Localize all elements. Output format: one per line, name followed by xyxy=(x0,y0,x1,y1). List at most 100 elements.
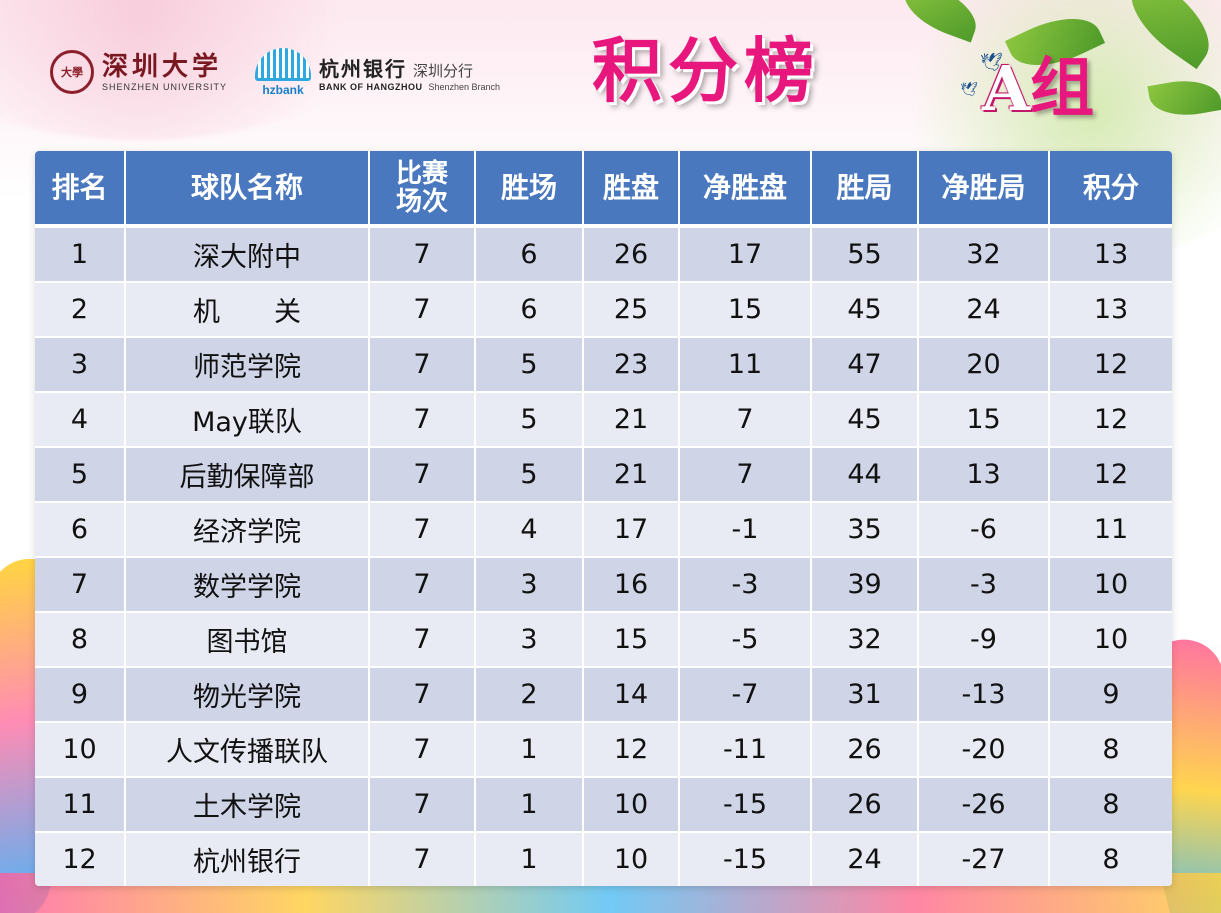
table-header-row: 排名 球队名称 比赛场次 胜场 胜盘 净胜盘 胜局 净胜局 积分 xyxy=(35,151,1172,228)
table-row: 2 机 关 7 6 25 15 45 24 13 xyxy=(35,282,1172,338)
table-row: 10 人文传播联队 7 1 12 -11 26 -20 8 xyxy=(35,722,1172,778)
sets-won-cell: 23 xyxy=(583,337,680,393)
group-suffix: 组 xyxy=(1030,52,1095,126)
games-won-cell: 45 xyxy=(811,392,919,448)
net-games-cell: 15 xyxy=(918,392,1050,448)
matches-cell: 7 xyxy=(369,337,476,393)
page-title: 积分榜 xyxy=(592,30,820,112)
points-cell: 11 xyxy=(1049,502,1172,558)
university-name-cn: 深圳大学 xyxy=(102,52,223,82)
net-games-cell: -9 xyxy=(918,612,1050,668)
table-row: 11 土木学院 7 1 10 -15 26 -26 8 xyxy=(35,777,1172,833)
net-sets-cell: -5 xyxy=(679,612,812,668)
team-name-cell: 机 关 xyxy=(125,282,370,338)
points-cell: 10 xyxy=(1049,612,1172,668)
table-row: 7 数学学院 7 3 16 -3 39 -3 10 xyxy=(35,557,1172,613)
bank-of-hangzhou-logo: hzbank 杭州银行 深圳分行 BANK OF HANGZHOU Shenzh… xyxy=(255,48,500,97)
matches-cell: 7 xyxy=(369,392,476,448)
net-sets-cell: 15 xyxy=(679,282,812,338)
net-games-cell: 13 xyxy=(918,447,1050,503)
points-cell: 8 xyxy=(1049,777,1172,833)
wins-cell: 6 xyxy=(475,282,584,338)
team-name-cell: 杭州银行 xyxy=(125,832,370,886)
sets-won-cell: 21 xyxy=(583,447,680,503)
matches-cell: 7 xyxy=(369,612,476,668)
net-sets-cell: -7 xyxy=(679,667,812,723)
table-row: 12 杭州银行 7 1 10 -15 24 -27 8 xyxy=(35,832,1172,886)
table-row: 4 May联队 7 5 21 7 45 15 12 xyxy=(35,392,1172,448)
table-row: 1 深大附中 7 6 26 17 55 32 13 xyxy=(35,226,1172,283)
net-sets-cell: -3 xyxy=(679,557,812,613)
wins-cell: 4 xyxy=(475,502,584,558)
wins-cell: 2 xyxy=(475,667,584,723)
bank-name-en: BANK OF HANGZHOU xyxy=(319,82,423,92)
rank-cell: 11 xyxy=(35,777,126,833)
matches-cell: 7 xyxy=(369,667,476,723)
net-sets-cell: 7 xyxy=(679,447,812,503)
table-row: 6 经济学院 7 4 17 -1 35 -6 11 xyxy=(35,502,1172,558)
net-games-cell: -27 xyxy=(918,832,1050,886)
net-games-cell: -6 xyxy=(918,502,1050,558)
net-sets-cell: 7 xyxy=(679,392,812,448)
group-letter: A xyxy=(982,52,1031,125)
column-header-team: 球队名称 xyxy=(125,151,370,228)
matches-cell: 7 xyxy=(369,226,476,283)
points-cell: 8 xyxy=(1049,722,1172,778)
table-row: 5 后勤保障部 7 5 21 7 44 13 12 xyxy=(35,447,1172,503)
net-sets-cell: -15 xyxy=(679,832,812,886)
games-won-cell: 45 xyxy=(811,282,919,338)
games-won-cell: 44 xyxy=(811,447,919,503)
rank-cell: 4 xyxy=(35,392,126,448)
sets-won-cell: 10 xyxy=(583,832,680,886)
sets-won-cell: 17 xyxy=(583,502,680,558)
net-sets-cell: -11 xyxy=(679,722,812,778)
matches-cell: 7 xyxy=(369,722,476,778)
games-won-cell: 35 xyxy=(811,502,919,558)
sets-won-cell: 25 xyxy=(583,282,680,338)
rank-cell: 3 xyxy=(35,337,126,393)
points-cell: 13 xyxy=(1049,282,1172,338)
sets-won-cell: 21 xyxy=(583,392,680,448)
matches-cell: 7 xyxy=(369,502,476,558)
net-games-cell: -26 xyxy=(918,777,1050,833)
net-sets-cell: 11 xyxy=(679,337,812,393)
team-name-cell: 土木学院 xyxy=(125,777,370,833)
bank-branch-en: Shenzhen Branch xyxy=(428,82,501,92)
wins-cell: 5 xyxy=(475,447,584,503)
games-won-cell: 31 xyxy=(811,667,919,723)
bird-icon: 🕊 xyxy=(960,82,978,98)
team-name-cell: 后勤保障部 xyxy=(125,447,370,503)
standings-table-container: 排名 球队名称 比赛场次 胜场 胜盘 净胜盘 胜局 净胜局 积分 1 深大附中 … xyxy=(35,151,1172,886)
net-games-cell: -13 xyxy=(918,667,1050,723)
net-games-cell: -20 xyxy=(918,722,1050,778)
rank-cell: 9 xyxy=(35,667,126,723)
column-header-sets-won: 胜盘 xyxy=(583,151,680,228)
rank-cell: 7 xyxy=(35,557,126,613)
team-name-cell: 数学学院 xyxy=(125,557,370,613)
games-won-cell: 32 xyxy=(811,612,919,668)
team-name-cell: 师范学院 xyxy=(125,337,370,393)
rank-cell: 5 xyxy=(35,447,126,503)
games-won-cell: 39 xyxy=(811,557,919,613)
column-header-wins: 胜场 xyxy=(475,151,584,228)
sets-won-cell: 14 xyxy=(583,667,680,723)
points-cell: 12 xyxy=(1049,337,1172,393)
net-sets-cell: 17 xyxy=(679,226,812,283)
points-cell: 10 xyxy=(1049,557,1172,613)
team-name-cell: 物光学院 xyxy=(125,667,370,723)
hzbank-logo-icon xyxy=(255,48,311,81)
column-header-points: 积分 xyxy=(1049,151,1172,228)
wins-cell: 5 xyxy=(475,392,584,448)
points-cell: 12 xyxy=(1049,392,1172,448)
games-won-cell: 55 xyxy=(811,226,919,283)
matches-cell: 7 xyxy=(369,832,476,886)
column-header-net-games: 净胜局 xyxy=(918,151,1050,228)
sets-won-cell: 16 xyxy=(583,557,680,613)
bank-name-cn: 杭州银行 xyxy=(319,57,407,81)
net-games-cell: 24 xyxy=(918,282,1050,338)
university-seal-icon: 大學 xyxy=(50,50,94,94)
net-games-cell: -3 xyxy=(918,557,1050,613)
matches-cell: 7 xyxy=(369,557,476,613)
rank-cell: 2 xyxy=(35,282,126,338)
column-header-games-won: 胜局 xyxy=(811,151,919,228)
